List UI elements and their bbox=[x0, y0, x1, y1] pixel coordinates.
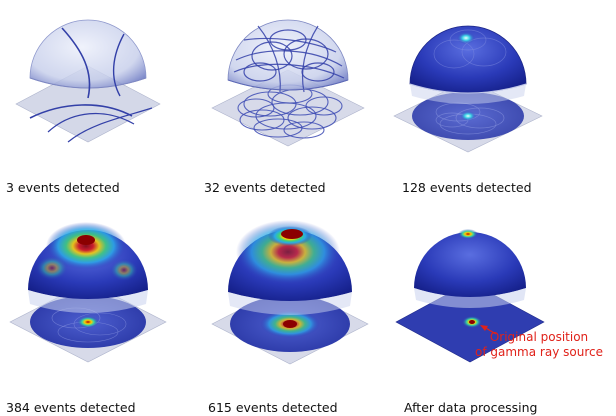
dome-heat-region bbox=[46, 222, 126, 270]
panel-after-processing: After data processing bbox=[392, 212, 572, 415]
panel-caption: 384 events detected bbox=[6, 400, 136, 415]
source-annotation: Original position of gamma ray source bbox=[464, 330, 614, 360]
detector-diagram-sparse bbox=[15, 19, 161, 143]
dome-lower-shell bbox=[228, 292, 352, 315]
dome-heat-region bbox=[236, 220, 340, 284]
panel-caption: After data processing bbox=[404, 400, 538, 415]
annotation-line2: of gamma ray source bbox=[475, 345, 603, 359]
event-ring bbox=[61, 27, 91, 99]
detector-diagram-heatmap-strong bbox=[211, 220, 369, 365]
dome-rim bbox=[29, 77, 147, 89]
annotation-line1: Original position bbox=[489, 330, 589, 344]
dome-hotspot bbox=[77, 235, 95, 245]
detector-diagram-early-hotspot bbox=[393, 25, 543, 153]
dome-lower-shell bbox=[414, 288, 526, 308]
plane-hotspot bbox=[460, 111, 476, 121]
plane-ring-cluster bbox=[237, 84, 343, 139]
panel-3-events: 3 events detected bbox=[2, 0, 182, 200]
panel-615-events: 615 events detected bbox=[200, 212, 380, 415]
panel-caption: 3 events detected bbox=[6, 180, 120, 195]
detector-diagram-rings bbox=[211, 19, 365, 147]
dome-heat-side bbox=[110, 259, 138, 281]
plane-hotspot-core bbox=[469, 320, 475, 324]
dome-hotspot bbox=[458, 229, 478, 239]
panel-384-events: 384 events detected bbox=[2, 212, 182, 415]
dome-ring-texture bbox=[433, 29, 507, 69]
dome-rim bbox=[409, 83, 527, 94]
dome-hotspot bbox=[281, 229, 303, 239]
dome-lower-shell bbox=[410, 84, 526, 104]
detector-diagram-heatmap bbox=[9, 222, 167, 363]
detector-diagram-processed bbox=[395, 229, 545, 363]
dome-ring-cluster bbox=[233, 25, 345, 93]
plane-hotspot bbox=[77, 316, 99, 328]
panel-32-events: 32 events detected bbox=[200, 0, 380, 200]
panel-caption: 128 events detected bbox=[402, 180, 532, 195]
dome-hotspot bbox=[457, 32, 475, 44]
dome-rim bbox=[227, 79, 349, 91]
event-ring bbox=[47, 112, 135, 133]
panel-caption: 32 events detected bbox=[204, 180, 326, 195]
dome-hemisphere bbox=[414, 232, 526, 297]
event-ring bbox=[67, 107, 153, 143]
event-ring bbox=[112, 33, 125, 97]
panel-128-events: 128 events detected bbox=[392, 0, 572, 200]
event-ring bbox=[29, 104, 133, 119]
panel-caption: 615 events detected bbox=[208, 400, 338, 415]
dome-lower-shell bbox=[28, 290, 148, 313]
detector-plane bbox=[15, 65, 161, 143]
dome-heat-side bbox=[36, 256, 68, 280]
plane-hotspot bbox=[283, 320, 297, 328]
